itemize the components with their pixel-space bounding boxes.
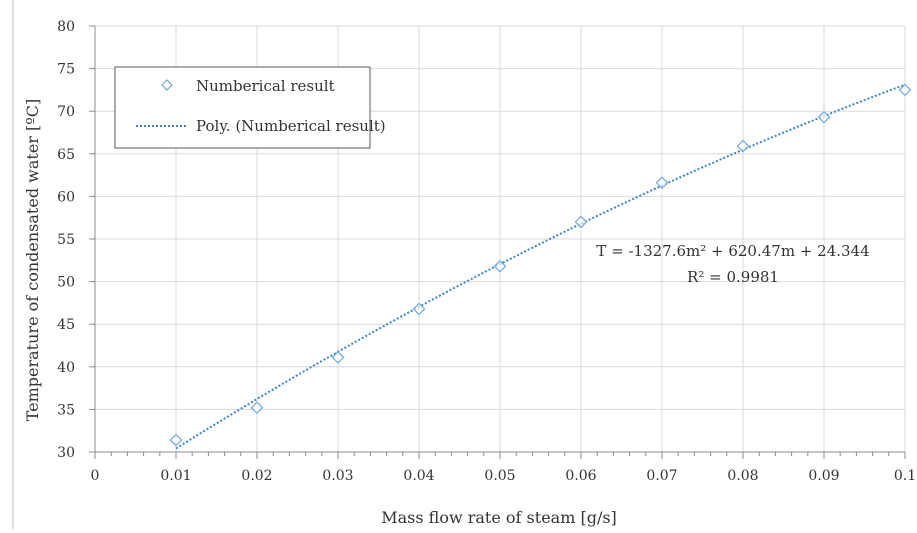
data-point [331,351,345,364]
y-tick-label: 55 [57,232,75,248]
r-squared-label: R² = 0.9981 [687,268,779,286]
data-point [412,302,426,316]
data-point [898,83,912,97]
data-point [817,110,831,124]
y-tick-label: 80 [57,19,75,35]
y-tick-label: 40 [57,360,75,376]
y-tick-label: 60 [57,189,75,205]
data-point [655,176,669,190]
legend: Numberical result Poly. (Numberical resu… [114,66,386,149]
legend-diamond-marker [161,79,173,91]
y-tick-label: 30 [57,445,75,461]
data-point [493,259,507,273]
x-tick-label: 0 [91,468,100,484]
legend-series-label: Numberical result [196,77,335,95]
y-tick-label: 35 [57,402,75,418]
y-tick-label: 45 [57,317,75,333]
data-point [250,401,264,415]
x-tick-label: 0.04 [403,468,434,484]
y-tick-label: 65 [57,147,75,163]
data-points [169,83,912,447]
data-point [169,433,183,447]
axes [89,25,906,459]
tick-labels: 30 35 40 45 50 55 60 65 70 75 80 0 0.01 0.02 0.03 0.04 0… [57,19,916,484]
x-tick-label: 0.08 [727,468,758,484]
x-tick-label: 0.06 [565,468,596,484]
trendline-equation: T = -1327.6m² + 620.47m + 24.344 [596,242,869,260]
x-tick-label: 0.02 [241,468,272,484]
x-tick-label: 0.03 [322,468,353,484]
trendline-path [175,83,906,450]
y-tick-label: 70 [57,104,75,120]
x-tick-label: 0.05 [484,468,515,484]
legend-box [114,66,371,149]
y-axis-title: Temperature of condensated water [ºC] [23,99,42,422]
data-point [574,215,588,229]
trendline-layer [175,83,906,450]
data-point [736,139,750,153]
y-tick-label: 75 [57,62,75,78]
x-tick-label: 0.09 [808,468,839,484]
x-tick-label: 0.01 [160,468,191,484]
y-tick-label: 50 [57,275,75,291]
x-tick-label: 0.1 [894,468,916,484]
x-axis-title: Mass flow rate of steam [g/s] [381,508,617,527]
x-tick-label: 0.07 [646,468,677,484]
legend-trendline-label: Poly. (Numberical result) [196,117,386,135]
